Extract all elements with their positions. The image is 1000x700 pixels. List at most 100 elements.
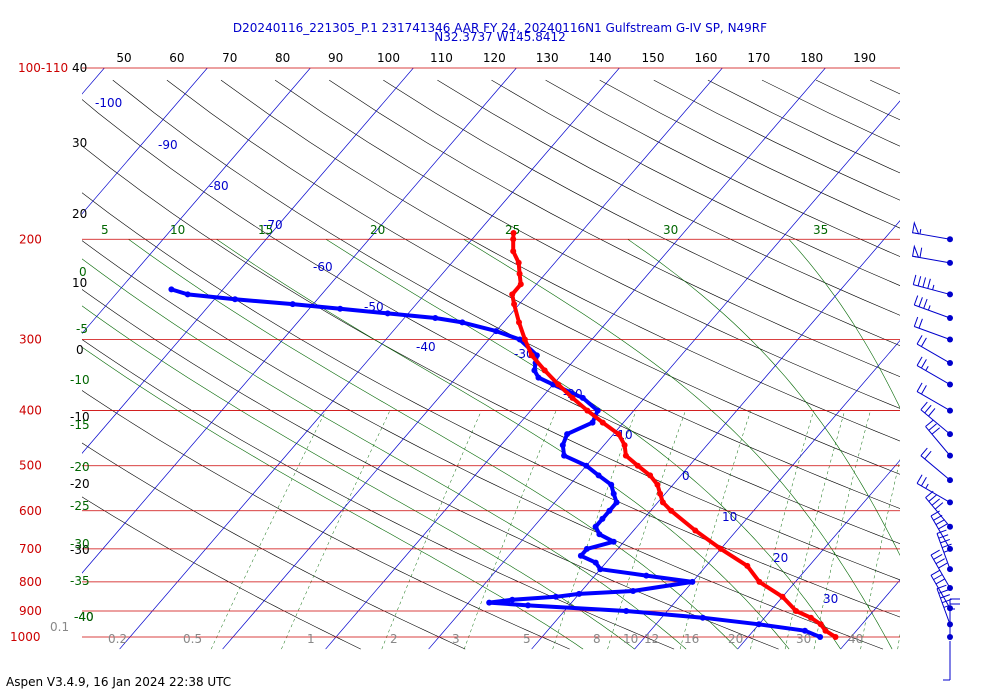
dry-adiabat [870, 79, 900, 95]
mixing-ratio-line [784, 410, 845, 650]
top-scale-label: 60 [169, 51, 184, 65]
wind-barb-feather [938, 589, 949, 594]
mixing-ratio-label: 0.2 [108, 632, 127, 646]
wind-barb-feather [934, 502, 944, 510]
isotherm [82, 68, 517, 574]
wind-barb-feather [920, 385, 927, 395]
dry-adiabat [82, 192, 900, 618]
mixing-ratio-line [967, 411, 1000, 649]
wind-barb-feather [920, 337, 927, 347]
dewpoint-profile-point [817, 634, 824, 640]
mixing-ratio-label: 8 [593, 632, 601, 646]
top-scale-label: 160 [694, 51, 717, 65]
moist-adiabat [918, 239, 1000, 649]
dewpoint-profile-point [525, 602, 531, 609]
wind-barb-shaft [914, 304, 951, 319]
wind-barb-feather [920, 476, 927, 487]
top-scale-label: 110 [430, 51, 453, 65]
wind-barb-feather [936, 584, 947, 590]
pressure-tick-label: 500 [19, 459, 42, 473]
isotherm [840, 579, 900, 650]
wind-barb [916, 474, 953, 506]
wind-barb [930, 549, 953, 591]
wind-barb-feather [935, 519, 945, 526]
dewpoint-profile-point [516, 336, 523, 343]
wind-barb-feather [931, 498, 940, 506]
height-scale-label: 30 [72, 136, 87, 150]
isotherm-label: -100 [95, 96, 122, 110]
wind-barb-shaft [913, 284, 951, 295]
mixing-ratio-label: 12 [644, 632, 659, 646]
wind-barb-feather [930, 569, 940, 576]
dry-adiabat [82, 390, 570, 650]
temperature-profile-point [569, 394, 576, 401]
wind-barb-feather [913, 316, 919, 327]
height-scale-label: -30 [70, 543, 90, 557]
mixing-ratio-label: 0.5 [183, 632, 202, 646]
wind-barb [936, 529, 953, 573]
top-scale-label: 70 [222, 51, 237, 65]
temperature-profile-point [634, 462, 641, 469]
temperature-profile-point [599, 419, 606, 426]
wind-barb-shaft [916, 391, 951, 412]
dewpoint-profile-point [592, 559, 599, 566]
wind-barb-shaft [920, 455, 951, 481]
dewpoint-profile-point [755, 621, 762, 628]
moist-adiabat [82, 346, 584, 650]
mixing-ratio-label: 16 [684, 632, 699, 646]
wind-barb-feather [933, 553, 943, 560]
isotherm-label: -70 [263, 218, 283, 232]
wind-barb-shaft [914, 326, 951, 340]
dewpoint-profile-point [599, 515, 606, 522]
footer-software-version: Aspen V3.4.9, 16 Jan 2024 22:38 UTC [6, 675, 232, 689]
dewpoint-profile-point [594, 407, 601, 414]
dewpoint-profile-line [170, 287, 821, 639]
temperature-profile-point [756, 578, 763, 585]
dry-adiabat [82, 442, 466, 650]
dry-adiabat [383, 79, 900, 346]
top-scale-label: 190 [853, 51, 876, 65]
mixing-ratio-label: 5 [523, 632, 531, 646]
dewpoint-profile-point [699, 614, 706, 621]
isotherm-label: 0 [682, 469, 690, 483]
wind-barb-half-feather [927, 305, 931, 311]
wind-barb-shaft [920, 409, 951, 435]
wind-barb-feather [917, 276, 922, 287]
dewpoint-profile-point [608, 481, 615, 488]
top-scale-label: 150 [642, 51, 665, 65]
wind-barb-feather [938, 534, 949, 539]
dewpoint-profile-point [583, 545, 590, 552]
height-scale-label: -10 [70, 410, 90, 424]
temperature-profile-point [511, 301, 518, 308]
wind-barb-column [911, 220, 960, 640]
temperature-profile [509, 230, 839, 640]
wind-barb-feather [920, 401, 928, 411]
moist-adiabat-label: 5 [101, 223, 109, 237]
dry-adiabat [220, 79, 900, 442]
moist-adiabat [82, 305, 635, 650]
temperature-profile-point [541, 367, 548, 374]
wind-barb-feather [928, 494, 937, 502]
isotherm [82, 68, 208, 215]
moist-adiabat [325, 239, 841, 650]
moist-adiabat [788, 239, 900, 409]
dewpoint-profile-point [576, 590, 583, 597]
temperature-profile-point [717, 545, 724, 552]
wind-barb [925, 490, 953, 530]
dry-adiabat [707, 79, 900, 174]
isotherm [119, 68, 620, 650]
isotherm-label: 10 [722, 510, 737, 524]
green-scale-label: -10 [70, 373, 90, 387]
green-scale-label: 0 [79, 265, 87, 279]
pressure-tick-label: 400 [19, 404, 42, 418]
dry-adiabat [112, 79, 900, 509]
temperature-profile-point [744, 562, 751, 569]
isotherm [325, 68, 826, 650]
green-scale-label: -15 [70, 418, 90, 432]
dry-adiabat [978, 80, 1000, 649]
dewpoint-profile-point [623, 608, 630, 614]
height-scale-label: -20 [70, 477, 90, 491]
dry-adiabat [166, 79, 900, 475]
dewpoint-profile-point [613, 499, 620, 506]
